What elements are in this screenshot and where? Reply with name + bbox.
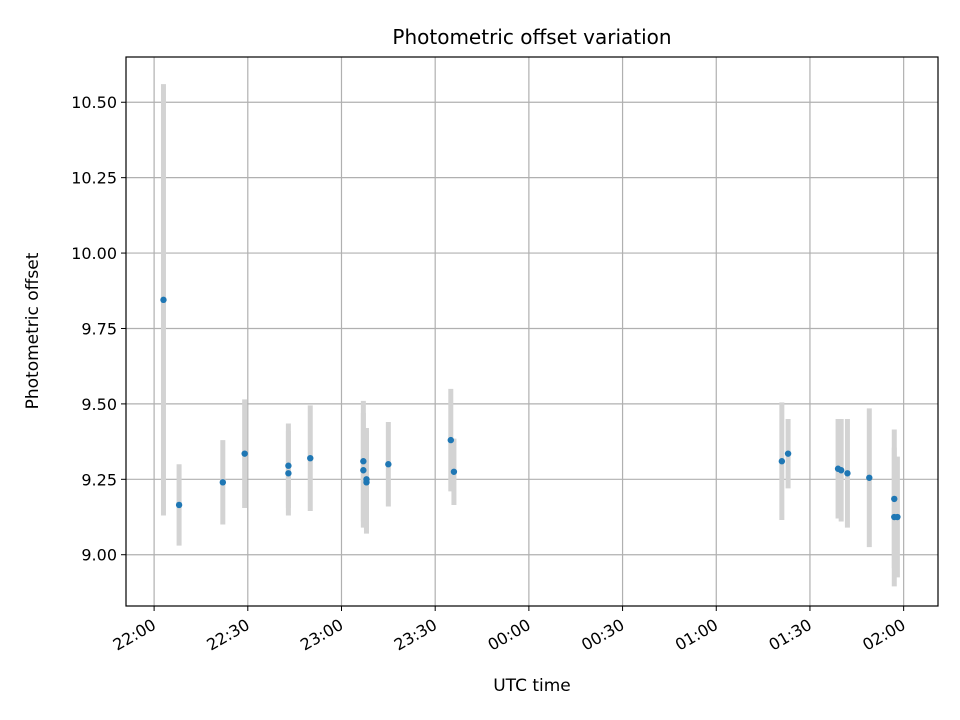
x-tick-label: 23:00: [297, 615, 346, 655]
chart-title: Photometric offset variation: [392, 25, 671, 49]
x-tick-label: 01:00: [672, 615, 721, 655]
y-tick-label: 9.50: [81, 395, 117, 414]
data-point: [778, 458, 786, 465]
data-point: [894, 513, 901, 521]
x-axis-ticks: 22:00 22:30 23:00 23:30 00:00 00:30 01:00 01:30…: [110, 606, 909, 655]
data-point: [447, 436, 454, 444]
x-tick-label: 00:30: [578, 615, 627, 655]
data-point: [360, 467, 367, 474]
x-tick-label: 02:00: [859, 615, 908, 655]
data-point: [837, 467, 845, 474]
error-bars: [160, 84, 900, 587]
data-point: [844, 470, 851, 477]
data-point: [385, 461, 392, 468]
data-point: [866, 474, 873, 481]
data-point: [891, 495, 898, 503]
data-points: [160, 296, 901, 521]
x-tick-label: 23:30: [391, 615, 440, 655]
plot-frame: [125, 56, 939, 607]
x-tick-label: 01:30: [766, 615, 815, 655]
data-point: [219, 479, 227, 486]
data-point: [360, 458, 367, 465]
y-tick-label: 10.25: [71, 169, 117, 188]
y-tick-label: 9.00: [81, 546, 117, 565]
data-point: [285, 462, 292, 469]
y-tick-label: 9.25: [81, 470, 117, 489]
data-point: [450, 468, 458, 475]
x-axis-title: UTC time: [493, 676, 571, 696]
data-point: [160, 296, 167, 304]
grid-lines: [126, 57, 938, 606]
data-point: [784, 450, 792, 457]
y-axis-title: Photometric offset: [23, 252, 43, 409]
data-point: [307, 454, 314, 462]
y-tick-label: 10.50: [71, 93, 117, 112]
y-axis-ticks: 9.00 9.25 9.50 9.75 10.00 10.25 10.50: [71, 93, 126, 565]
data-point: [363, 479, 370, 486]
x-tick-label: 22:00: [110, 615, 159, 655]
y-tick-label: 10.00: [71, 244, 117, 263]
x-tick-label: 00:00: [484, 615, 533, 655]
y-tick-label: 9.75: [81, 319, 117, 338]
data-point: [241, 450, 248, 457]
data-point: [285, 470, 292, 477]
data-point: [175, 501, 183, 509]
x-tick-label: 22:30: [203, 615, 252, 655]
